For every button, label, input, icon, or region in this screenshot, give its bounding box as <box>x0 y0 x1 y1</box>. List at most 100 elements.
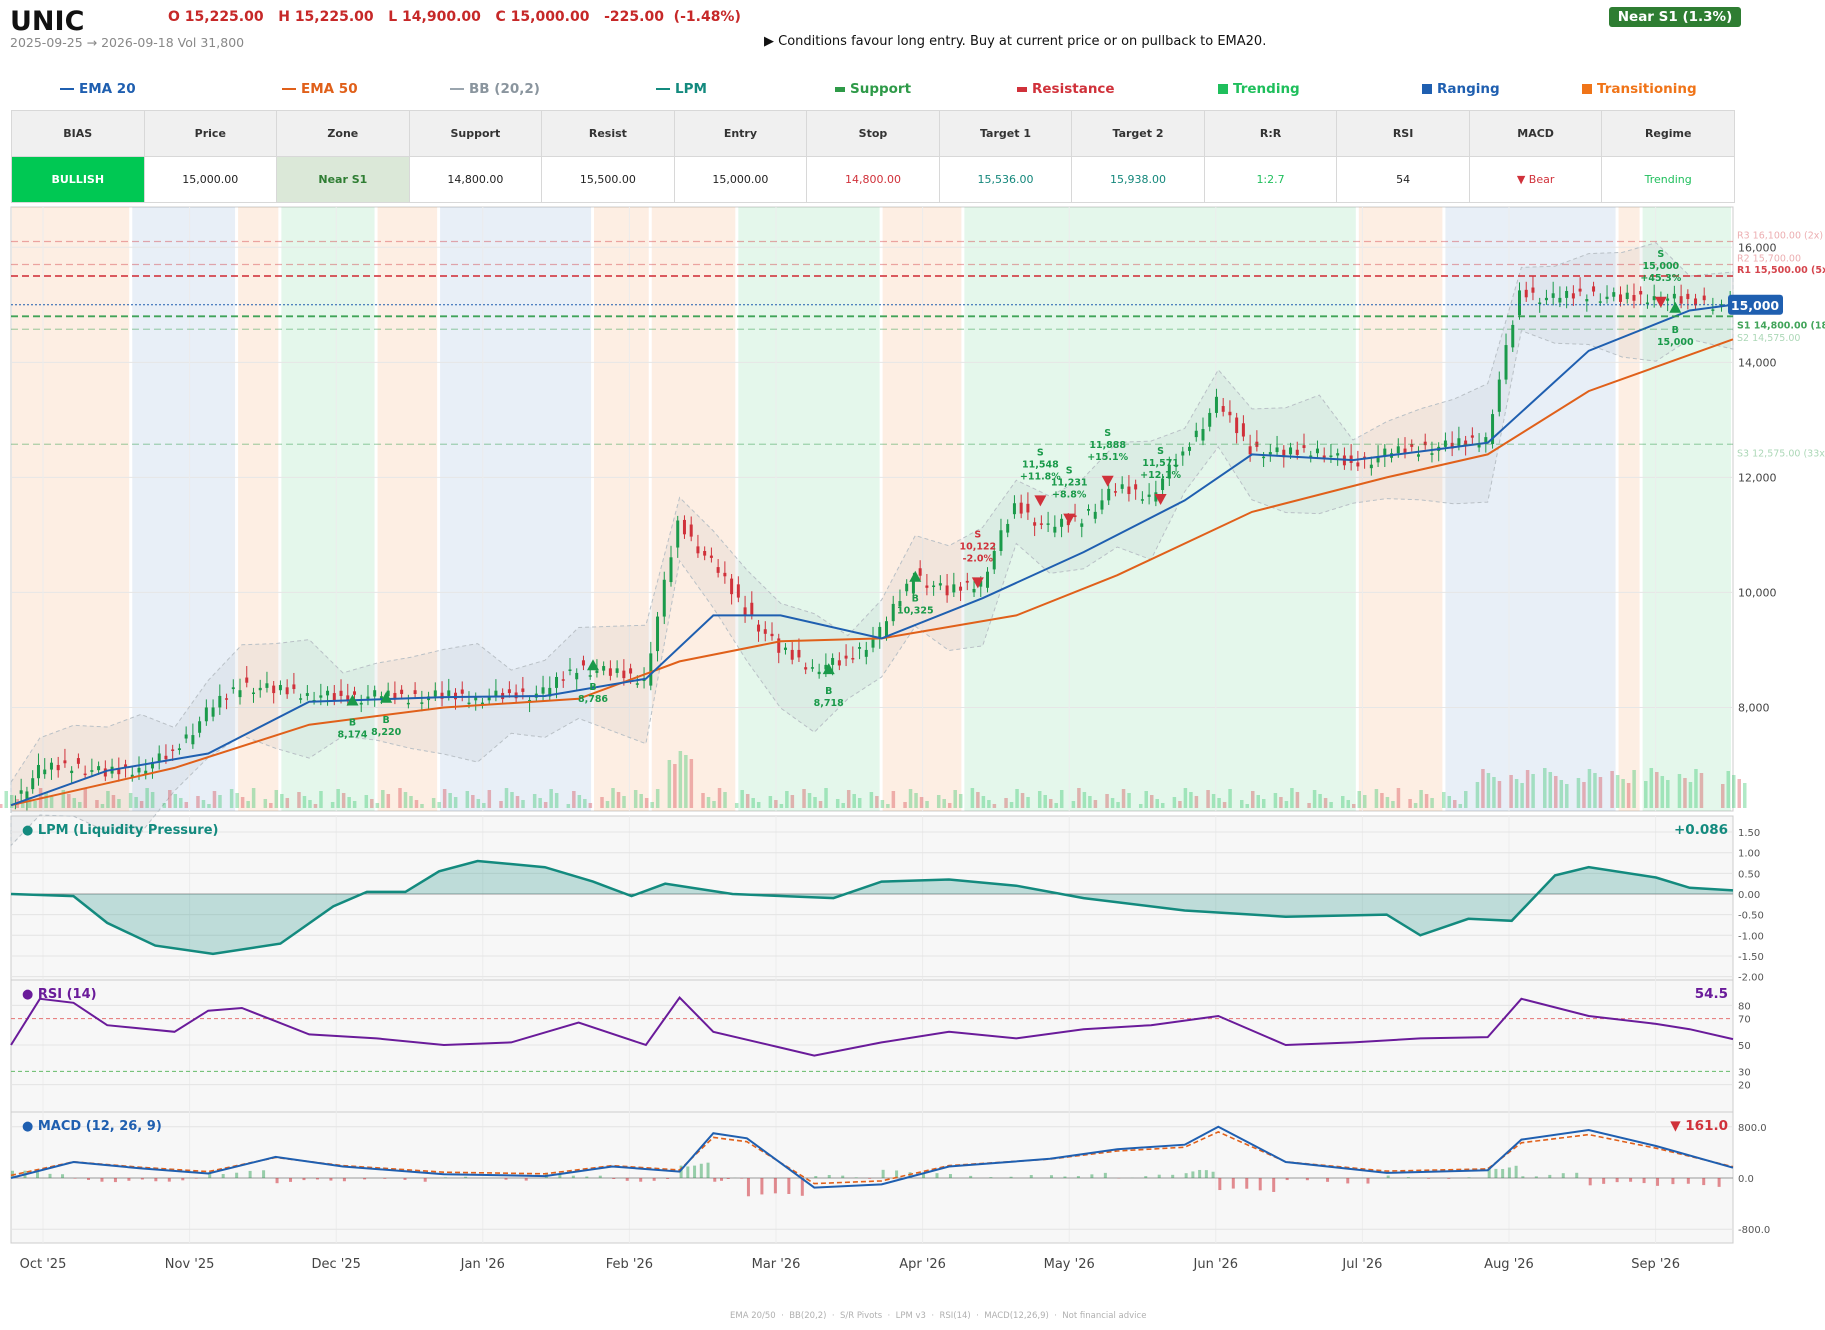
macd-histogram-bar <box>383 1178 387 1179</box>
summary-value-entry: 15,000.00 <box>673 156 808 203</box>
macd-histogram-bar <box>1191 1171 1195 1178</box>
candle-body <box>299 698 303 700</box>
macd-histogram-bar <box>342 1178 346 1182</box>
volume-bar <box>1509 775 1513 808</box>
macd-histogram-bar <box>1717 1178 1721 1187</box>
volume-bar <box>1391 801 1395 808</box>
macd-histogram-bar <box>1029 1175 1033 1178</box>
candle-body <box>1221 406 1225 412</box>
macd-histogram-bar <box>922 1173 926 1178</box>
candle-body <box>265 683 269 688</box>
macd-histogram-bar <box>36 1172 40 1178</box>
legend-swatch <box>1218 84 1228 94</box>
legend-swatch <box>282 88 296 90</box>
volume-bar <box>72 798 77 808</box>
volume-bar <box>807 793 812 808</box>
candle-body <box>1214 396 1218 413</box>
candle-body <box>1612 292 1616 297</box>
volume-bar <box>27 797 32 808</box>
lpm-tick-label: 0.00 <box>1738 890 1760 901</box>
ema20-line <box>10 303 1734 807</box>
volume-bar <box>942 799 946 808</box>
volume-bar <box>1261 799 1266 808</box>
volume-bar <box>431 798 436 808</box>
macd-histogram-bar <box>1076 1176 1080 1178</box>
volume-bar <box>1413 803 1418 808</box>
macd-histogram-bar <box>194 1178 198 1179</box>
trade-advice: ▶ Conditions favour long entry. Buy at c… <box>764 34 1267 49</box>
candle-body <box>858 647 862 649</box>
signal-side-label: B <box>383 715 390 726</box>
candle-body <box>938 583 942 586</box>
macd-histogram-bar <box>302 1178 306 1181</box>
macd-histogram-bar <box>1245 1178 1249 1189</box>
volume-bar <box>1026 797 1030 808</box>
volume-bar <box>1020 793 1025 808</box>
candle-body <box>1504 345 1508 380</box>
summary-header-resist: Resist <box>541 110 675 157</box>
volume-bar <box>1256 795 1260 808</box>
macd-histogram-bar <box>854 1177 858 1178</box>
candle-body <box>905 583 909 592</box>
macd-histogram-bar <box>666 1178 670 1179</box>
macd-histogram-bar <box>814 1176 818 1178</box>
summary-header-zone: Zone <box>276 110 410 157</box>
macd-panel-title: ● MACD (12, 26, 9) <box>22 1119 162 1134</box>
volume-bar <box>1380 793 1384 808</box>
pane-background <box>10 815 1734 981</box>
volume-bar <box>1009 802 1014 808</box>
candle-body <box>1080 523 1084 527</box>
volume-bar <box>1048 799 1053 808</box>
volume-bar <box>1626 783 1631 808</box>
candle-body <box>1491 414 1495 444</box>
macd-histogram-bar <box>315 1178 319 1180</box>
candle-body <box>635 683 639 685</box>
macd-histogram-bar <box>948 1174 952 1178</box>
volume-bar <box>650 802 654 808</box>
candle-body <box>1208 412 1212 427</box>
signal-pct-label: +12.1% <box>1140 470 1181 481</box>
candle-body <box>1578 288 1582 292</box>
volume-bar <box>196 796 200 808</box>
candle-body <box>1100 500 1104 510</box>
candle-body <box>1268 452 1272 455</box>
candle-body <box>198 721 202 733</box>
candle-body <box>36 764 40 779</box>
candle-body <box>682 519 686 535</box>
candle-body <box>1632 295 1636 301</box>
signal-side-label: B <box>589 682 596 693</box>
summary-value-target-2: 15,938.00 <box>1071 156 1205 203</box>
volume-bar <box>1245 804 1249 808</box>
candle-body <box>1416 454 1420 457</box>
volume-bar <box>689 759 694 808</box>
volume-bar <box>639 794 643 808</box>
volume-bar <box>521 800 525 808</box>
date-range-volume: 2025-09-25 → 2026-09-18 Vol 31,800 <box>10 35 245 50</box>
candle-body <box>1369 464 1373 469</box>
volume-bar <box>1149 795 1154 808</box>
macd-histogram-bar <box>1671 1178 1675 1185</box>
volume-bar <box>1194 796 1199 808</box>
candle-body <box>1194 430 1198 438</box>
signal-price-label: 11,888 <box>1089 440 1126 451</box>
macd-histogram-bar <box>868 1178 872 1179</box>
candle-body <box>1551 293 1555 298</box>
candle-body <box>420 702 424 704</box>
volume-bar <box>1486 773 1491 808</box>
candle-body <box>1147 494 1151 497</box>
candle-body <box>225 698 229 700</box>
candle-body <box>393 692 397 700</box>
volume-bar <box>437 802 441 808</box>
volume-bar <box>577 795 582 808</box>
volume-bar <box>381 790 385 808</box>
price-tick-label: 10,000 <box>1738 586 1777 599</box>
candle-body <box>1181 451 1185 456</box>
volume-bar <box>1155 799 1159 808</box>
candle-body <box>992 550 996 570</box>
volume-bar <box>1726 771 1730 808</box>
volume-bar <box>1514 779 1519 808</box>
legend-label: Resistance <box>1032 81 1115 97</box>
volume-bar <box>139 801 144 808</box>
candle-body <box>824 664 828 670</box>
macd-histogram-bar <box>827 1174 831 1178</box>
